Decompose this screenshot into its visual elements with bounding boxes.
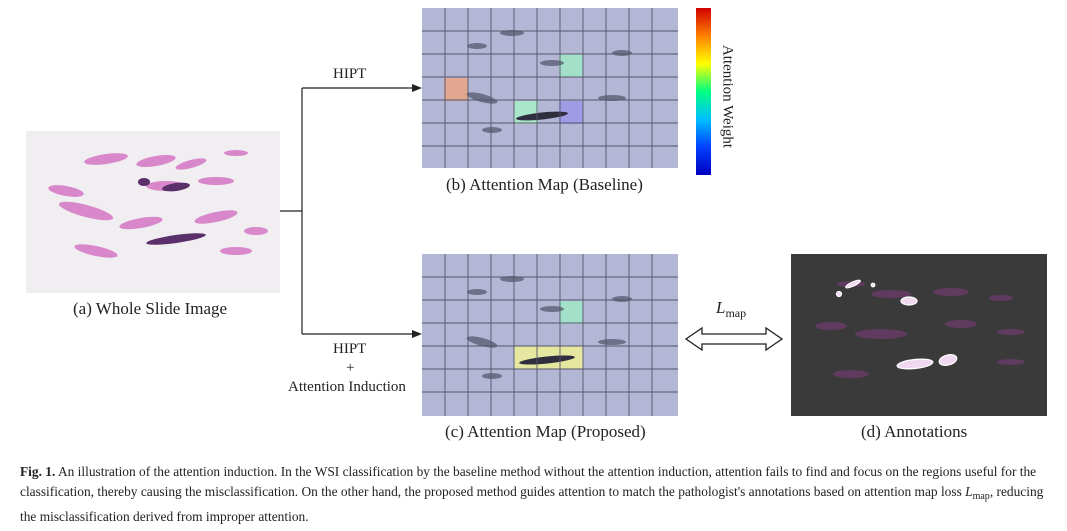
panel-d-label: (d) Annotations: [861, 422, 968, 441]
caption-text-part2: , reducing the misclassification derived…: [20, 484, 1044, 524]
colorbar: [696, 8, 711, 175]
connector-arrows: [280, 84, 422, 338]
panel-b-label: (b) Attention Map (Baseline): [446, 175, 643, 194]
panel-a-label: (a) Whole Slide Image: [73, 299, 228, 318]
colorbar-label: Attention Weight: [719, 44, 736, 149]
whole-slide-image: [26, 131, 280, 293]
caption-text-part1: An illustration of the attention inducti…: [20, 464, 1037, 499]
caption-loss-main: L: [965, 484, 973, 499]
caption-label: Fig. 1.: [20, 464, 56, 479]
panel-c-label: (c) Attention Map (Proposed): [445, 422, 646, 441]
annotations-image: [791, 254, 1047, 416]
figure-caption: Fig. 1. An illustration of the attention…: [20, 462, 1055, 527]
caption-loss-sub: map: [972, 491, 990, 502]
arrow-bottom-label-line3: Attention Induction: [288, 379, 406, 395]
double-arrow-icon: [684, 326, 784, 352]
loss-label: Lmap: [716, 298, 747, 320]
attention-map-proposed: [422, 254, 678, 416]
arrow-bottom-label-line2: +: [346, 360, 355, 376]
attention-map-baseline: [422, 8, 678, 168]
arrow-top-label: HIPT: [333, 66, 367, 82]
arrow-bottom-label-line1: HIPT: [333, 341, 367, 357]
